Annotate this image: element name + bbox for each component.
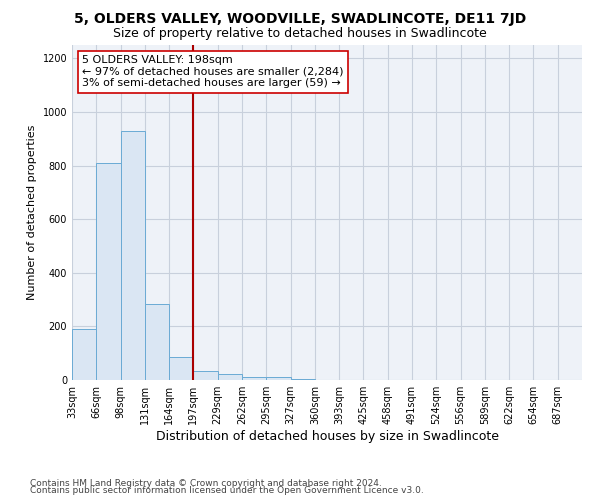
Text: Contains HM Land Registry data © Crown copyright and database right 2024.: Contains HM Land Registry data © Crown c…: [30, 478, 382, 488]
Text: Size of property relative to detached houses in Swadlincote: Size of property relative to detached ho…: [113, 28, 487, 40]
Bar: [96, 163, 121, 380]
Bar: [193, 370, 218, 380]
Bar: [121, 131, 145, 380]
Bar: [72, 329, 96, 380]
Y-axis label: Number of detached properties: Number of detached properties: [27, 125, 37, 300]
Bar: [145, 304, 169, 380]
Bar: [266, 378, 290, 380]
Text: 5 OLDERS VALLEY: 198sqm
← 97% of detached houses are smaller (2,284)
3% of semi-: 5 OLDERS VALLEY: 198sqm ← 97% of detache…: [82, 55, 344, 88]
Bar: [242, 377, 266, 380]
Bar: [218, 374, 242, 380]
X-axis label: Distribution of detached houses by size in Swadlincote: Distribution of detached houses by size …: [155, 430, 499, 443]
Bar: [290, 378, 315, 380]
Bar: [169, 357, 193, 380]
Text: Contains public sector information licensed under the Open Government Licence v3: Contains public sector information licen…: [30, 486, 424, 495]
Text: 5, OLDERS VALLEY, WOODVILLE, SWADLINCOTE, DE11 7JD: 5, OLDERS VALLEY, WOODVILLE, SWADLINCOTE…: [74, 12, 526, 26]
